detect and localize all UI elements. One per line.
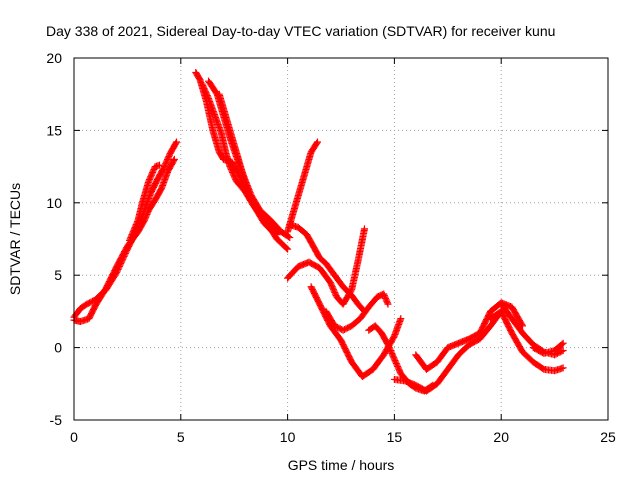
series-track-14 — [390, 307, 505, 395]
data-point — [155, 161, 163, 169]
series-track-10 — [286, 221, 368, 315]
data-point — [269, 228, 277, 236]
x-tick-label: 5 — [177, 429, 185, 445]
series-track-18 — [529, 339, 567, 357]
data-point — [268, 227, 276, 235]
chart-title: Day 338 of 2021, Sidereal Day-to-day VTE… — [46, 23, 555, 39]
data-point — [172, 139, 180, 147]
data-point — [285, 233, 293, 241]
data-point — [360, 225, 368, 233]
y-tick-label: 20 — [46, 50, 62, 66]
y-tick-label: 5 — [54, 267, 62, 283]
data-point — [170, 157, 178, 165]
series-track-9 — [284, 225, 368, 308]
series-track-15 — [412, 299, 527, 373]
y-tick-label: 0 — [54, 340, 62, 356]
data-point — [384, 300, 392, 308]
data-point — [558, 340, 566, 348]
data-point — [286, 234, 294, 242]
data-point — [558, 347, 566, 355]
series-track-12 — [322, 290, 392, 334]
data-points — [70, 68, 567, 395]
y-tick-label: -5 — [50, 412, 63, 428]
data-point — [314, 138, 322, 146]
x-tick-label: 15 — [387, 429, 403, 445]
data-point — [283, 244, 291, 252]
x-tick-label: 0 — [70, 429, 78, 445]
data-point — [170, 155, 178, 163]
series-track-3 — [126, 161, 163, 244]
data-point — [173, 138, 181, 146]
data-point — [397, 315, 405, 323]
data-point — [559, 364, 567, 372]
series-track-8 — [284, 138, 322, 236]
y-tick-label: 10 — [46, 195, 62, 211]
x-tick-label: 25 — [600, 429, 616, 445]
x-tick-label: 20 — [493, 429, 509, 445]
axis-ticks: 0 5 10 15 20 25 -5 0 5 10 15 20 — [46, 50, 616, 445]
data-point — [559, 339, 567, 347]
x-axis-label: GPS time / hours — [288, 457, 395, 473]
series-track-7 — [215, 90, 294, 242]
data-point — [383, 299, 391, 307]
data-point — [284, 245, 292, 253]
series-track-4 — [192, 68, 292, 253]
y-axis-label: SDTVAR / TECUs — [7, 183, 23, 295]
data-point — [313, 139, 321, 147]
plot-frame — [73, 57, 609, 421]
x-tick-label: 10 — [280, 429, 296, 445]
data-point — [273, 231, 281, 239]
y-tick-label: 15 — [46, 122, 62, 138]
series-track-16 — [487, 307, 567, 375]
data-point — [559, 346, 567, 354]
